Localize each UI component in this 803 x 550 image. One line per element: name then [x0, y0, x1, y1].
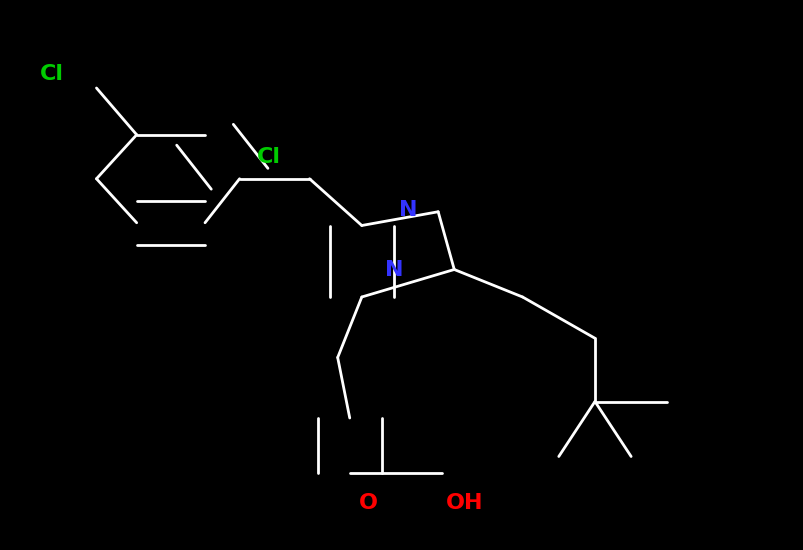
Text: Cl: Cl	[40, 64, 64, 84]
Text: N: N	[398, 200, 418, 220]
Text: O: O	[358, 493, 377, 513]
Text: N: N	[384, 260, 403, 279]
Text: Cl: Cl	[257, 147, 281, 167]
Text: OH: OH	[446, 493, 483, 513]
